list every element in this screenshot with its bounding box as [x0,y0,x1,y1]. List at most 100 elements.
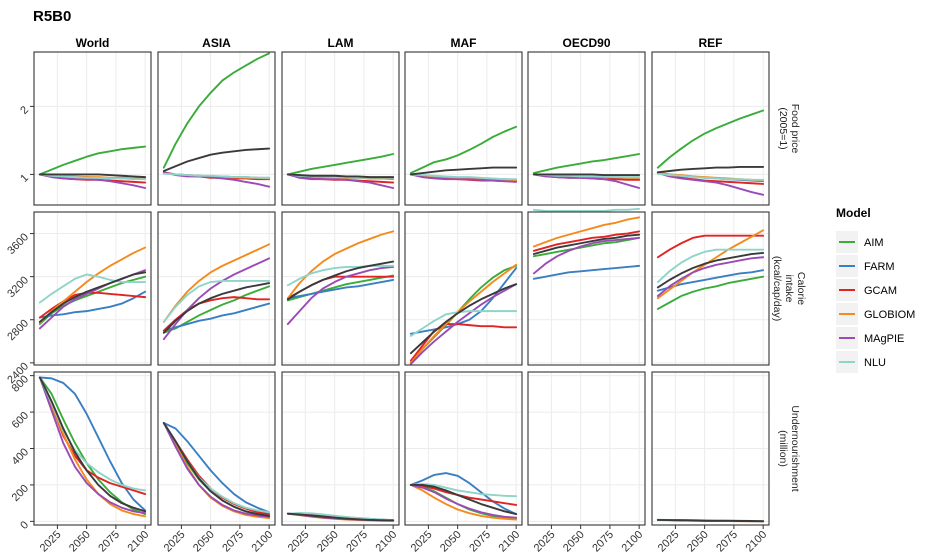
panel-border [157,51,276,206]
series-line [162,280,271,323]
panel-background [158,212,275,365]
panel-border [33,211,152,366]
facet-row-label: (2005=1) [777,107,789,149]
series-line [162,422,271,514]
series-line [409,125,518,174]
series-line [656,172,765,181]
legend-label: AIM [864,237,884,249]
x-tick-label: 2075 [467,529,493,555]
facet-column-label: OECD90 [562,36,610,50]
x-tick-label: 2100 [619,529,645,555]
series-line [286,173,395,189]
facet-row-label: Calorie [795,272,807,305]
y-tick-label: 0 [18,519,31,532]
series-line [38,290,147,319]
facet-panel [527,207,646,366]
series-line [162,282,271,334]
series-line [656,256,765,297]
panel-border [527,51,646,206]
x-tick-label: 2100 [743,529,769,555]
facet-row-label: (kcal/cap/day) [771,256,783,321]
panel-border [157,371,276,526]
x-tick-label: 2050 [685,529,711,555]
facet-panel [281,211,400,366]
series-line [162,422,271,517]
facet-panel: 2025 2050 2075 2100 [30,371,152,554]
legend: Model AIM FARM GCAM GLOBIOM MAgPIE NLU [836,206,915,373]
facet-row-label: intake [783,274,795,302]
y-tick-label: 2800 [5,317,31,343]
series-line [409,483,518,521]
series-line [162,422,271,518]
series-line [38,145,147,176]
series-line [409,283,518,365]
y-tick-label: 3600 [5,231,31,257]
facet-panel [157,211,276,366]
series-line [286,173,395,179]
series-line [532,236,641,258]
facet-column-label: World [76,36,110,50]
facet-panel [404,211,523,366]
chart-title: R5B0 [33,8,71,25]
series-line [409,263,518,364]
series-line [656,234,765,259]
panel-border [404,51,523,206]
panel-border [281,51,400,206]
series-line [162,243,271,323]
series-line [162,171,271,188]
legend-title: Model [836,206,871,220]
facet-panel: 2025 2050 2075 2100 [404,371,523,555]
legend-items: AIM FARM GCAM GLOBIOM MAgPIE NLU [836,231,915,373]
facet-panel: 2025 2050 2075 2100 [527,371,646,555]
y-tick-label: 2 [18,104,31,117]
x-tick-label: 2025 [532,529,558,555]
series-line [286,512,395,522]
series-line [409,310,518,337]
panel-background [528,52,645,205]
panel-border [281,211,400,366]
facet-panel: 2025 2050 2075 2100 [157,371,276,555]
panel-background [528,212,645,365]
panel-background [34,212,151,365]
series-line [38,173,147,189]
panel-border [281,371,400,526]
series-line [409,483,518,519]
series-line [286,260,395,301]
x-tick-label: 2050 [315,529,341,555]
panel-border [33,51,152,206]
y-tick-label: 400 [10,446,31,467]
legend-item: AIM [836,231,884,253]
facet-panel: 2025 2050 2075 2100 [281,371,400,555]
legend-item: MAgPIE [836,327,904,349]
legend-item: GLOBIOM [836,303,915,325]
facet-column-label: MAF [451,36,477,50]
y-tick-label: 600 [10,410,31,431]
x-tick-label: 2100 [373,529,399,555]
x-tick-label: 2025 [656,529,682,555]
series-line [162,172,271,179]
series-line [656,172,765,196]
series-line [38,173,147,179]
facet-row-label: Food price [789,104,801,154]
facet-row-label: Undernourishment [789,405,801,491]
y-tick-label: 1 [18,172,31,185]
legend-label: GLOBIOM [864,309,915,321]
series-line [532,153,641,174]
panel-border [404,211,523,366]
x-tick-label: 2075 [714,529,740,555]
x-tick-label: 2100 [249,529,275,555]
series-line [656,248,765,283]
legend-item: FARM [836,255,895,277]
facet-column-labels: World ASIA LAM MAF OECD90 REF [76,36,723,50]
facet-column-label: REF [699,36,723,50]
series-line [656,109,765,169]
legend-item: GCAM [836,279,897,301]
facet-row-label: (million) [777,430,789,467]
series-line [532,173,641,177]
series-line [162,302,271,332]
series-line [38,376,147,512]
series-line [532,173,641,179]
panel-border [404,371,523,526]
facet-panel [30,211,152,366]
